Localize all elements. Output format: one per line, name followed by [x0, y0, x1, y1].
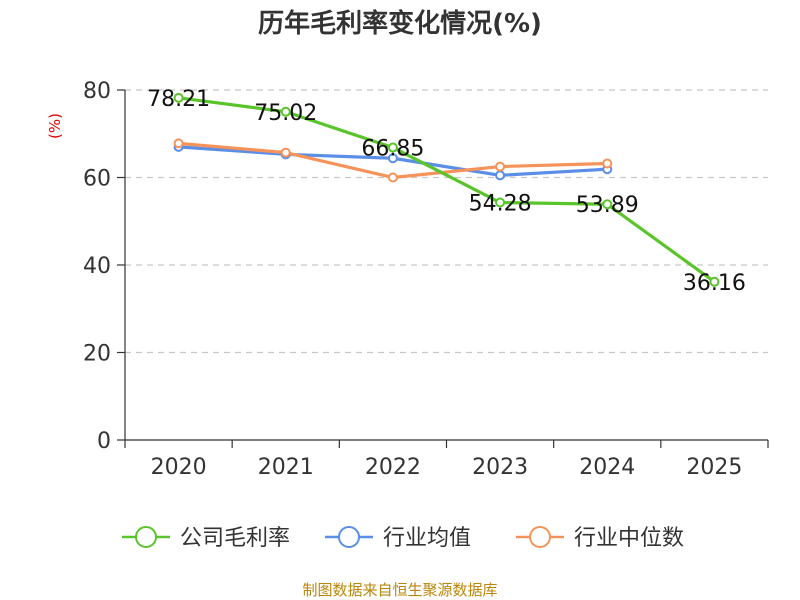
data-point [602, 158, 613, 169]
legend-swatch-marker [135, 526, 157, 548]
legend-swatch-marker [338, 526, 360, 548]
x-tick-label: 2021 [258, 455, 314, 480]
source-note: 制图数据来自恒生聚源数据库 [302, 581, 497, 599]
data-point [495, 197, 506, 208]
data-point [173, 138, 184, 149]
y-axis-label: (%) [46, 113, 64, 139]
data-point [280, 106, 291, 117]
data-label: 54.28 [469, 192, 532, 217]
y-tick-label: 20 [83, 342, 111, 367]
legend: 公司毛利率 行业均值 行业中位数 [122, 526, 684, 551]
series [173, 92, 720, 287]
legend-item[interactable]: 公司毛利率 [122, 526, 290, 551]
chart-title: 历年毛利率变化情况(%) [258, 8, 542, 39]
grid [125, 89, 768, 354]
series-line [178, 96, 716, 284]
legend-swatch-marker [529, 526, 551, 548]
x-tick-label: 2024 [579, 455, 635, 480]
data-label: 75.02 [254, 101, 317, 126]
data-point [602, 199, 613, 210]
legend-label: 公司毛利率 [180, 526, 290, 551]
y-tick-label: 0 [97, 429, 111, 454]
y-tick-label: 40 [83, 254, 111, 279]
legend-label: 行业中位数 [574, 526, 684, 551]
x-tick-label: 2025 [686, 455, 742, 480]
legend-item[interactable]: 行业均值 [325, 526, 471, 551]
axes: 0 20 40 60 80 2020 2021 2022 2023 2024 2025 [83, 79, 769, 480]
data-labels: 78.21 75.02 66.85 54.28 53.89 36.16 [147, 87, 746, 296]
data-point [387, 172, 398, 183]
legend-item[interactable]: 行业中位数 [516, 526, 684, 551]
data-point [173, 92, 184, 103]
x-tick-label: 2020 [151, 455, 207, 480]
data-point [280, 147, 291, 158]
y-tick-label: 60 [83, 167, 111, 192]
data-point [387, 153, 398, 164]
data-label: 78.21 [147, 87, 210, 112]
series-0 [173, 92, 720, 287]
data-point [387, 142, 398, 153]
data-point [495, 170, 506, 181]
data-label: 36.16 [683, 271, 746, 296]
legend-label: 行业均值 [383, 526, 471, 551]
data-label: 53.89 [576, 193, 639, 218]
x-tick-label: 2022 [365, 455, 421, 480]
series-2 [173, 138, 613, 183]
data-point [709, 276, 720, 287]
x-tick-label: 2023 [472, 455, 528, 480]
data-point [495, 161, 506, 172]
data-label: 66.85 [361, 137, 424, 162]
y-tick-label: 80 [83, 79, 111, 104]
